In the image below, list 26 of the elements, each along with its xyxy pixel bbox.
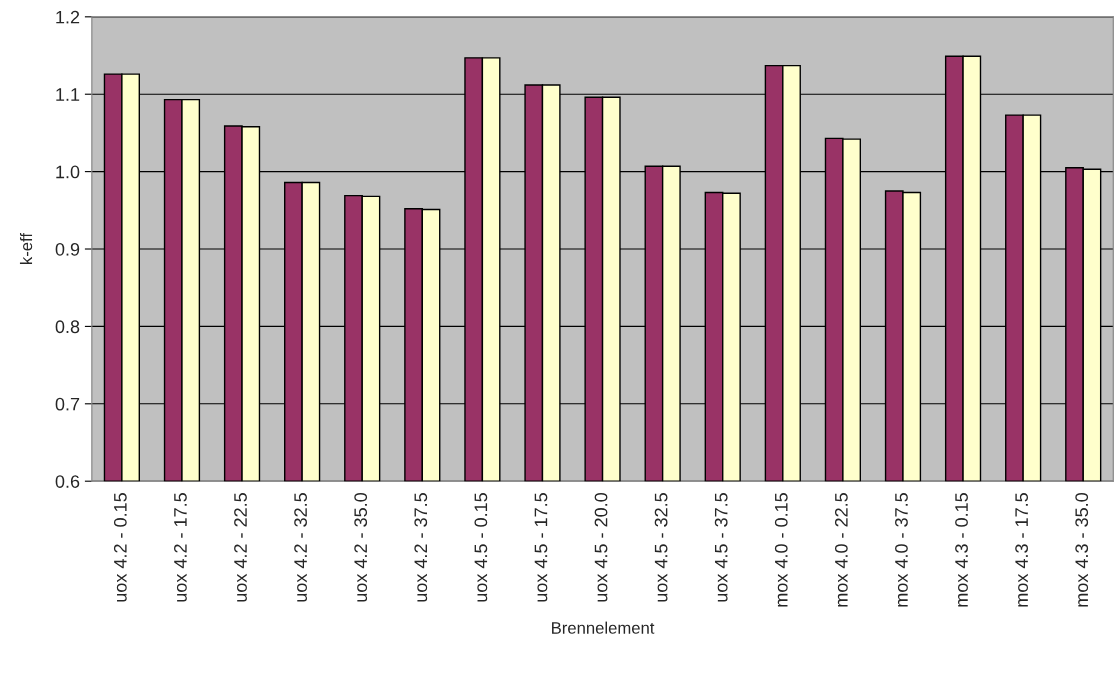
y-tick-label: 1.2: [56, 10, 80, 24]
x-tick-label: uox 4.5 - 0.15: [474, 493, 488, 602]
x-tick-label: uox 4.5 - 17.5: [534, 493, 548, 602]
y-tick-label: 0.9: [55, 242, 80, 256]
x-tick-label: mox 4.3 - 17.5: [1015, 493, 1028, 607]
y-tick-label: 0.7: [55, 397, 80, 411]
x-tick-label: uox 4.2 - 35.0: [354, 493, 368, 602]
x-tick-label: uox 4.5 - 20.0: [594, 493, 608, 602]
x-tick-label: mox 4.0 - 37.5: [895, 493, 908, 607]
y-axis-title: k-eff: [19, 232, 33, 264]
x-tick-label: mox 4.3 - 0.15: [955, 493, 968, 607]
y-tick-label: 1.1: [56, 88, 80, 101]
x-tick-label: uox 4.5 - 37.5: [714, 493, 728, 602]
x-tick-label: uox 4.2 - 37.5: [414, 493, 428, 602]
x-tick-label: mox 4.3 - 35.0: [1075, 493, 1089, 607]
x-tick-label: uox 4.2 - 22.5: [234, 493, 247, 602]
x-tick-label: uox 4.5 - 32.5: [654, 493, 668, 602]
x-tick-label: uox 4.2 - 0.15: [113, 493, 127, 602]
y-tick-label: 0.8: [55, 320, 80, 334]
y-tick-label: 1.0: [56, 165, 80, 179]
y-tick-label: 0.6: [55, 475, 80, 488]
x-tick-label: uox 4.2 - 17.5: [174, 493, 187, 602]
x-axis-title: Brennelement: [552, 621, 655, 634]
x-tick-label: uox 4.2 - 32.5: [294, 493, 307, 602]
x-tick-label: mox 4.0 - 0.15: [774, 493, 788, 607]
x-tick-label: mox 4.0 - 22.5: [834, 493, 848, 607]
